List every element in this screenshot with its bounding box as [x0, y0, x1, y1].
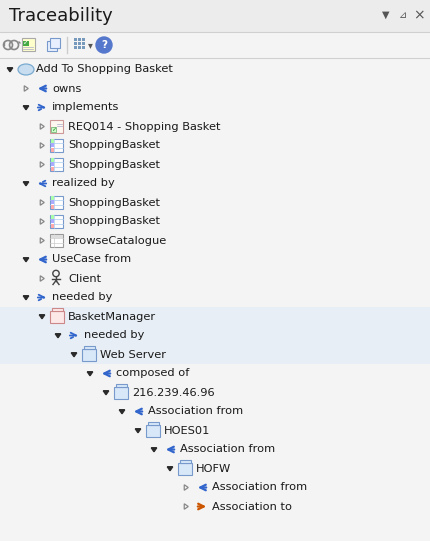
Text: HOFW: HOFW	[196, 464, 231, 473]
Polygon shape	[87, 372, 93, 376]
Polygon shape	[103, 391, 109, 395]
Text: composed of: composed of	[116, 368, 189, 379]
Text: ShoppingBasket: ShoppingBasket	[68, 141, 160, 150]
Bar	[84, 346, 95, 348]
Text: Traceability: Traceability	[9, 7, 113, 25]
Bar	[78, 46, 81, 49]
Bar	[0, 326, 430, 345]
Bar	[50, 196, 54, 200]
Bar	[0, 32, 430, 58]
Text: 216.239.46.96: 216.239.46.96	[132, 387, 215, 398]
Polygon shape	[7, 68, 13, 72]
Polygon shape	[71, 353, 77, 357]
Text: needed by: needed by	[52, 293, 112, 302]
Text: BasketManager: BasketManager	[68, 312, 156, 321]
Bar	[50, 167, 54, 170]
Bar	[51, 127, 56, 132]
Bar	[178, 463, 192, 474]
Circle shape	[96, 37, 112, 53]
Bar	[114, 386, 128, 399]
Bar	[23, 41, 29, 46]
Bar	[50, 196, 63, 209]
Text: realized by: realized by	[52, 179, 115, 188]
Text: Add To Shopping Basket: Add To Shopping Basket	[36, 64, 173, 75]
Bar	[50, 311, 64, 322]
Polygon shape	[167, 467, 173, 471]
Text: BrowseCatalogue: BrowseCatalogue	[68, 235, 167, 246]
Bar	[50, 200, 54, 204]
Bar	[50, 215, 63, 228]
Polygon shape	[23, 182, 29, 186]
Bar	[74, 38, 77, 41]
Text: UseCase from: UseCase from	[52, 254, 131, 265]
Bar	[50, 204, 54, 208]
Ellipse shape	[18, 64, 34, 75]
Bar	[148, 421, 159, 425]
Text: owns: owns	[52, 83, 81, 94]
Bar	[78, 42, 81, 45]
Text: ▼: ▼	[382, 10, 390, 20]
Bar	[50, 234, 62, 238]
Bar	[82, 38, 85, 41]
Bar	[146, 425, 160, 437]
Bar	[47, 41, 57, 51]
Bar	[52, 307, 63, 311]
Text: Client: Client	[68, 274, 101, 283]
Text: Association to: Association to	[212, 502, 292, 511]
Bar	[116, 384, 127, 386]
Polygon shape	[23, 296, 29, 300]
Text: needed by: needed by	[84, 331, 144, 340]
Bar	[82, 46, 85, 49]
Bar	[50, 223, 54, 228]
Text: ShoppingBasket: ShoppingBasket	[68, 160, 160, 169]
Polygon shape	[23, 258, 29, 262]
Bar	[50, 143, 54, 147]
Polygon shape	[55, 334, 61, 338]
Bar	[0, 0, 430, 32]
Text: Association from: Association from	[148, 406, 243, 417]
Text: ⊿: ⊿	[399, 10, 407, 20]
Text: ▾: ▾	[88, 40, 92, 50]
Bar	[0, 345, 430, 364]
Text: implements: implements	[52, 102, 120, 113]
Bar	[82, 348, 96, 360]
Bar	[50, 162, 54, 166]
Bar	[82, 42, 85, 45]
Bar	[50, 139, 63, 152]
Bar	[50, 120, 63, 133]
Polygon shape	[23, 105, 29, 110]
Text: ×: ×	[413, 8, 425, 22]
Bar	[180, 459, 191, 463]
Bar	[50, 219, 54, 223]
Text: ShoppingBasket: ShoppingBasket	[68, 216, 160, 227]
Text: Association from: Association from	[180, 445, 275, 454]
Polygon shape	[135, 429, 141, 433]
Bar	[50, 148, 54, 151]
Text: ✓: ✓	[23, 41, 29, 47]
Bar	[50, 215, 54, 219]
Bar	[50, 139, 54, 143]
Text: ✓: ✓	[51, 127, 56, 132]
Bar	[50, 158, 63, 171]
Text: Web Server: Web Server	[100, 349, 166, 360]
Bar	[50, 158, 54, 162]
Text: HOES01: HOES01	[164, 426, 210, 436]
Bar	[0, 307, 430, 326]
Bar	[50, 38, 60, 48]
Bar	[74, 42, 77, 45]
Polygon shape	[151, 448, 157, 452]
Text: ShoppingBasket: ShoppingBasket	[68, 197, 160, 208]
Polygon shape	[119, 410, 125, 414]
Bar	[74, 46, 77, 49]
FancyBboxPatch shape	[22, 38, 35, 51]
Polygon shape	[39, 315, 45, 319]
Bar	[50, 234, 63, 247]
Text: ?: ?	[101, 40, 107, 50]
Bar	[78, 38, 81, 41]
Text: REQ014 - Shopping Basket: REQ014 - Shopping Basket	[68, 122, 221, 131]
Text: Association from: Association from	[212, 483, 307, 492]
